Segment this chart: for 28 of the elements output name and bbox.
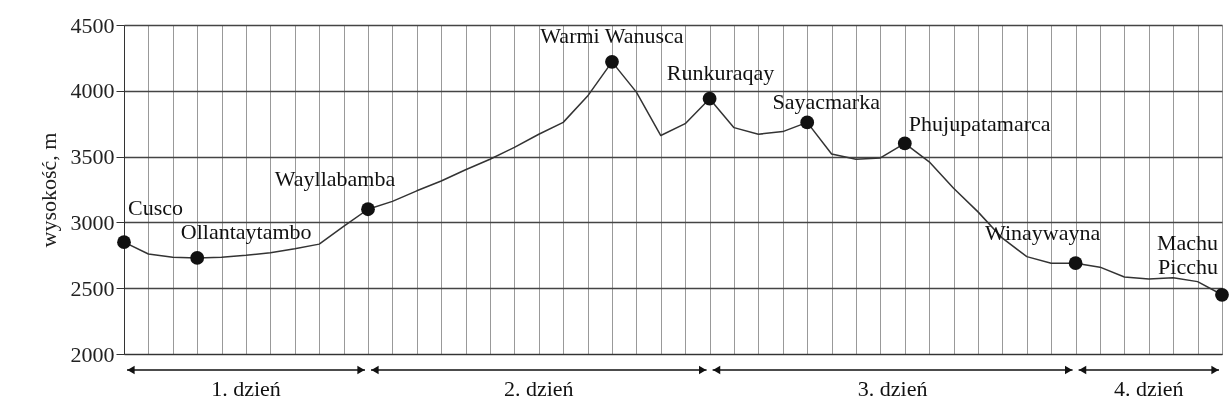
y-tick-label: 3500 — [70, 144, 115, 170]
text: 1. dzień — [211, 376, 281, 401]
data-label: Cusco — [128, 195, 183, 221]
y-axis-title: wysokość, m — [35, 132, 61, 248]
text: 4. dzień — [1113, 376, 1184, 401]
text: 3. dzień — [857, 376, 928, 401]
point — [897, 136, 912, 151]
point — [605, 54, 619, 69]
point — [117, 235, 131, 250]
y-tick-label: 2500 — [70, 275, 115, 301]
data-label: Ollantaytambo — [180, 218, 312, 244]
data-label: Phujupatamarca — [908, 111, 1051, 137]
point — [190, 251, 205, 265]
data-label: Wayllabamba — [274, 166, 396, 192]
y-tick-label: 4500 — [70, 12, 115, 38]
data-label: Runkuraqay — [666, 59, 775, 85]
text: 2. dzień — [503, 376, 574, 401]
y-tick-label: 4000 — [70, 78, 115, 104]
data-label: Warmi Wanusca — [540, 22, 684, 48]
point — [800, 115, 815, 130]
point — [702, 91, 717, 106]
y-tick-label: 2000 — [70, 341, 115, 367]
point — [361, 202, 375, 217]
data-label: Machu Picchu — [1156, 229, 1218, 279]
y-tick-label: 3000 — [70, 209, 115, 235]
data-label: Sayacmarka — [772, 89, 881, 115]
point — [1068, 256, 1083, 271]
point — [1215, 287, 1229, 302]
